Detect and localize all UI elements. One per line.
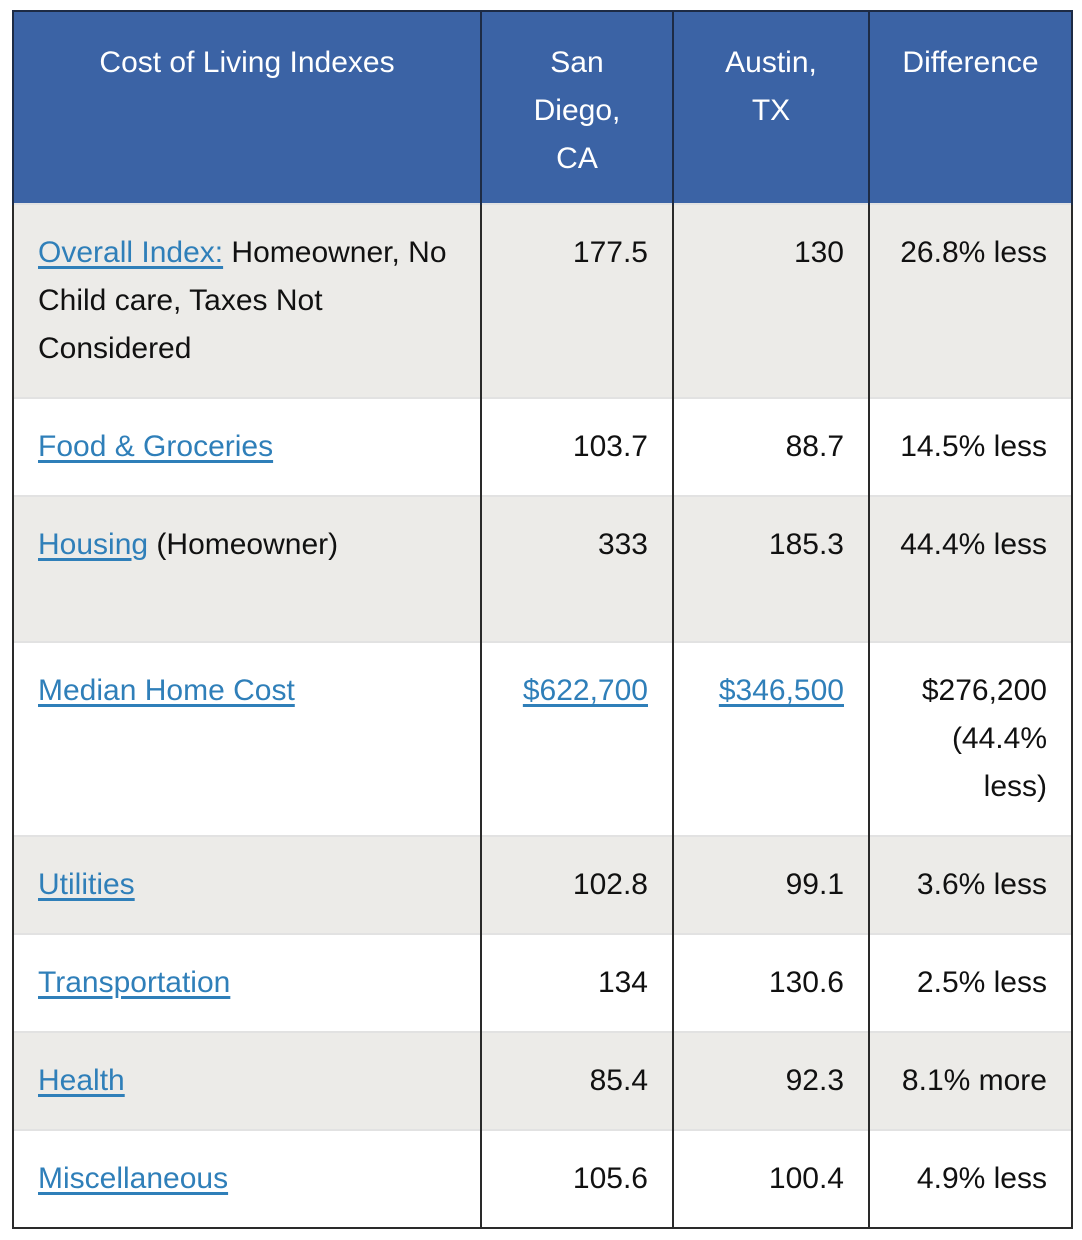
difference-value: 8.1% more [868, 1031, 1073, 1130]
austin-value: 130.6 [672, 933, 870, 1032]
table-row: Utilities 102.8 99.1 3.6% less [12, 835, 1073, 934]
austin-value: 88.7 [672, 397, 870, 496]
header-row: Cost of Living Indexes San Diego, CA Aus… [12, 10, 1073, 204]
table-row: Transportation 134 130.6 2.5% less [12, 933, 1073, 1032]
row-label-suffix: (Homeowner) [148, 528, 339, 561]
housing-link[interactable]: Housing [38, 528, 149, 561]
difference-value: $276,200 (44.4% less) [868, 641, 1073, 836]
san-diego-value: 177.5 [480, 203, 674, 398]
table-row: Overall Index: Homeowner, No Child care,… [12, 203, 1073, 398]
san-diego-value: 85.4 [480, 1031, 674, 1130]
austin-value: 100.4 [672, 1129, 870, 1229]
header-austin: Austin, TX [672, 10, 870, 204]
san-diego-value: 102.8 [480, 835, 674, 934]
food-groceries-link[interactable]: Food & Groceries [38, 430, 274, 463]
row-label-cell: Miscellaneous [12, 1129, 482, 1229]
austin-value: 130 [672, 203, 870, 398]
header-cost-of-living-indexes: Cost of Living Indexes [12, 10, 482, 204]
table-row: Housing (Homeowner) 333 185.3 44.4% less [12, 495, 1073, 642]
table-row: Median Home Cost $622,700 $346,500 $276,… [12, 641, 1073, 836]
austin-value: 92.3 [672, 1031, 870, 1130]
median-home-cost-link[interactable]: Median Home Cost [38, 674, 295, 707]
san-diego-home-cost-link[interactable]: $622,700 [522, 674, 648, 707]
austin-value: 99.1 [672, 835, 870, 934]
san-diego-value: $622,700 [480, 641, 674, 836]
difference-value: 14.5% less [868, 397, 1073, 496]
table-row: Miscellaneous 105.6 100.4 4.9% less [12, 1129, 1073, 1229]
row-label-suffix: Homeowner, No Child care, Taxes Not Cons… [38, 236, 447, 365]
difference-value: 4.9% less [868, 1129, 1073, 1229]
austin-value: $346,500 [672, 641, 870, 836]
cost-of-living-table: Cost of Living Indexes San Diego, CA Aus… [12, 10, 1073, 1229]
health-link[interactable]: Health [38, 1064, 125, 1097]
row-label-cell: Transportation [12, 933, 482, 1032]
utilities-link[interactable]: Utilities [38, 868, 135, 901]
header-san-diego: San Diego, CA [480, 10, 674, 204]
san-diego-value: 134 [480, 933, 674, 1032]
row-label-cell: Food & Groceries [12, 397, 482, 496]
table-row: Food & Groceries 103.7 88.7 14.5% less [12, 397, 1073, 496]
san-diego-value: 103.7 [480, 397, 674, 496]
row-label-cell: Overall Index: Homeowner, No Child care,… [12, 203, 482, 398]
difference-value: 2.5% less [868, 933, 1073, 1032]
header-difference: Difference [868, 10, 1073, 204]
row-label-cell: Median Home Cost [12, 641, 482, 836]
austin-home-cost-link[interactable]: $346,500 [718, 674, 844, 707]
difference-value: 44.4% less [868, 495, 1073, 642]
difference-value: 3.6% less [868, 835, 1073, 934]
difference-value: 26.8% less [868, 203, 1073, 398]
miscellaneous-link[interactable]: Miscellaneous [38, 1162, 229, 1195]
austin-value: 185.3 [672, 495, 870, 642]
table-row: Health 85.4 92.3 8.1% more [12, 1031, 1073, 1130]
overall-index-link[interactable]: Overall Index: [38, 236, 224, 269]
san-diego-value: 105.6 [480, 1129, 674, 1229]
san-diego-value: 333 [480, 495, 674, 642]
row-label-cell: Health [12, 1031, 482, 1130]
row-label-cell: Utilities [12, 835, 482, 934]
transportation-link[interactable]: Transportation [38, 966, 231, 999]
row-label-cell: Housing (Homeowner) [12, 495, 482, 642]
